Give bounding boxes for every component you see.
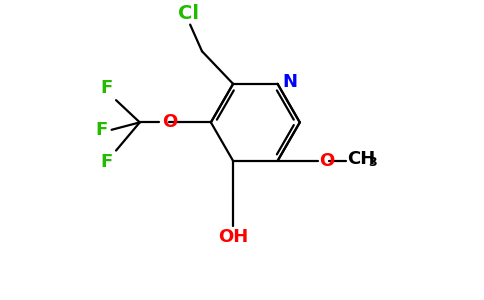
- Text: F: F: [101, 154, 113, 172]
- Text: N: N: [282, 74, 297, 92]
- Text: CH: CH: [347, 149, 376, 167]
- Text: OH: OH: [218, 228, 248, 246]
- Text: O: O: [319, 152, 334, 170]
- Text: O: O: [162, 113, 177, 131]
- Text: Cl: Cl: [178, 4, 199, 23]
- Text: F: F: [95, 121, 107, 139]
- Text: F: F: [101, 79, 113, 97]
- Text: 3: 3: [368, 156, 377, 169]
